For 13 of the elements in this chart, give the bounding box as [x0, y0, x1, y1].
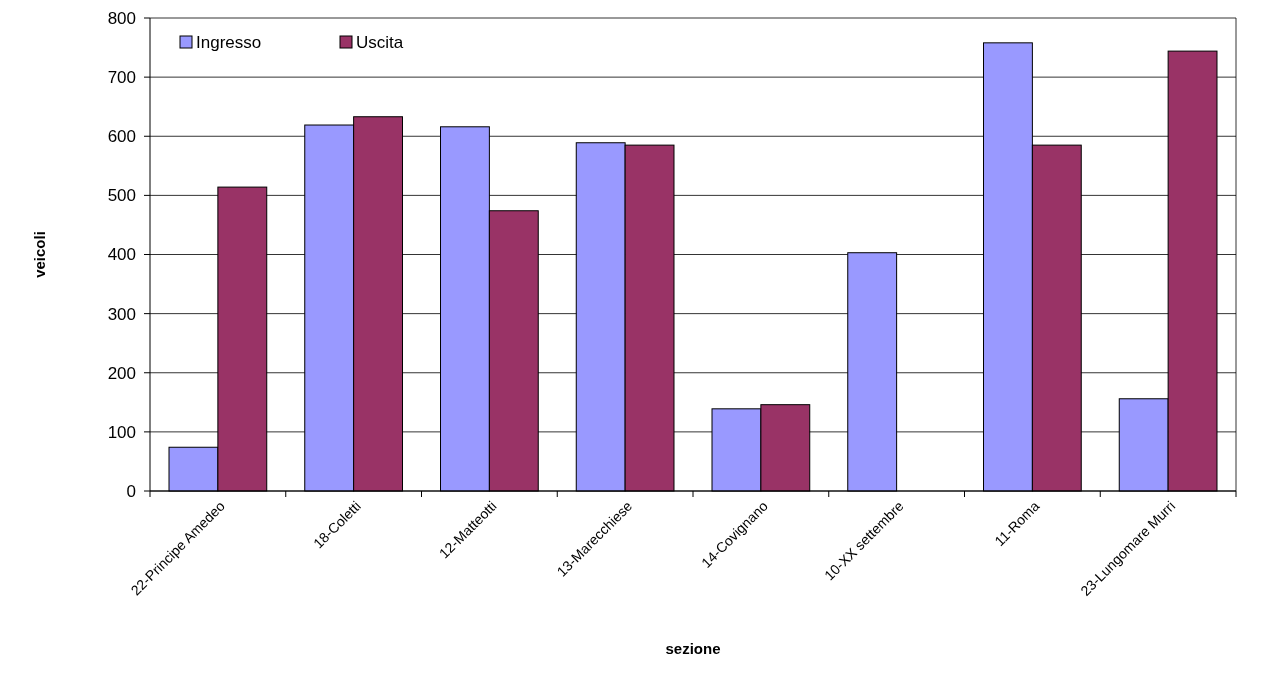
y-axis-title: veicoli: [31, 231, 48, 278]
y-tick-label: 600: [107, 127, 136, 147]
y-tick-label: 300: [107, 304, 136, 324]
legend-label: Ingresso: [196, 32, 262, 52]
y-tick-label: 400: [107, 245, 136, 265]
y-tick-label: 800: [107, 8, 136, 28]
legend-label: Uscita: [356, 32, 404, 52]
y-tick-label: 0: [126, 481, 136, 501]
y-tick-label: 100: [107, 422, 136, 442]
x-axis-title: sezione: [665, 640, 721, 657]
y-tick-label: 200: [107, 363, 136, 383]
y-tick-label: 700: [107, 68, 136, 88]
y-tick-label: 500: [107, 186, 136, 206]
